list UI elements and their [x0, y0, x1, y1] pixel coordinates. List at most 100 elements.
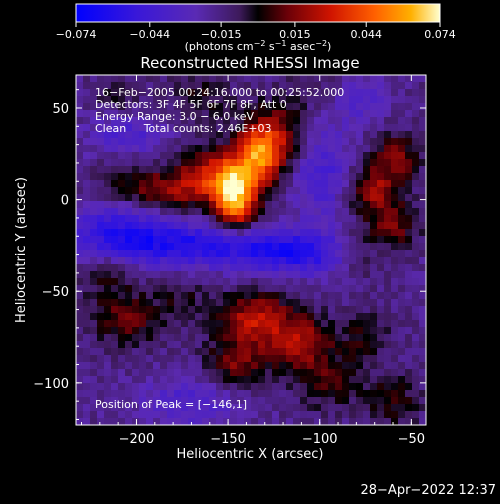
heatmap-cell — [398, 173, 406, 181]
heatmap-cell — [307, 369, 315, 377]
heatmap-cell — [104, 215, 112, 223]
heatmap-cell — [363, 369, 371, 377]
heatmap-cell — [132, 278, 140, 286]
heatmap-cell — [167, 166, 175, 174]
heatmap-cell — [258, 152, 266, 160]
heatmap-cell — [76, 264, 84, 272]
heatmap-cell — [258, 243, 266, 251]
heatmap-cell — [307, 152, 315, 160]
heatmap-cell — [146, 124, 154, 132]
heatmap-cell — [167, 173, 175, 181]
heatmap-cell — [139, 418, 147, 426]
heatmap-cell — [118, 201, 126, 209]
heatmap-cell — [174, 173, 182, 181]
heatmap-cell — [300, 299, 308, 307]
heatmap-cell — [160, 404, 168, 412]
heatmap-cell — [195, 89, 203, 97]
heatmap-cell — [167, 376, 175, 384]
heatmap-cell — [195, 236, 203, 244]
heatmap-cell — [125, 327, 133, 335]
heatmap-cell — [265, 257, 273, 265]
heatmap-cell — [258, 383, 266, 391]
heatmap-cell — [97, 180, 105, 188]
heatmap-cell — [118, 138, 126, 146]
heatmap-cell — [125, 89, 133, 97]
heatmap-cell — [335, 285, 343, 293]
heatmap-cell — [160, 376, 168, 384]
heatmap-cell — [244, 89, 252, 97]
heatmap-cell — [363, 236, 371, 244]
heatmap-cell — [139, 96, 147, 104]
heatmap-cell — [153, 306, 161, 314]
heatmap-cell — [195, 187, 203, 195]
y-tick-label: −100 — [33, 377, 69, 392]
heatmap-cell — [279, 362, 287, 370]
heatmap-cell — [342, 187, 350, 195]
heatmap-cell — [167, 236, 175, 244]
heatmap-cell — [188, 292, 196, 300]
heatmap-cell — [307, 194, 315, 202]
heatmap-cell — [139, 285, 147, 293]
heatmap-cell — [160, 418, 168, 426]
heatmap-cell — [153, 348, 161, 356]
heatmap-cell — [104, 208, 112, 216]
heatmap-cell — [342, 306, 350, 314]
heatmap-cell — [370, 341, 378, 349]
heatmap-cell — [391, 299, 399, 307]
heatmap-cell — [202, 306, 210, 314]
heatmap-cell — [412, 229, 420, 237]
heatmap-cell — [384, 376, 392, 384]
heatmap-cell — [132, 334, 140, 342]
heatmap-cell — [118, 117, 126, 125]
annotation-energy-range: Energy Range: 3.0 − 6.0 keV — [95, 110, 255, 123]
heatmap-cell — [125, 257, 133, 265]
heatmap-cell — [181, 383, 189, 391]
heatmap-cell — [244, 96, 252, 104]
heatmap-cell — [356, 404, 364, 412]
heatmap-cell — [202, 236, 210, 244]
heatmap-cell — [216, 103, 224, 111]
heatmap-cell — [104, 103, 112, 111]
heatmap-cell — [153, 418, 161, 426]
plot-frame — [75, 74, 427, 426]
heatmap-cell — [363, 348, 371, 356]
heatmap-cell — [146, 138, 154, 146]
heatmap-cell — [181, 82, 189, 90]
heatmap-cell — [321, 376, 329, 384]
heatmap-cell — [209, 313, 217, 321]
heatmap-cell — [139, 187, 147, 195]
heatmap-cell — [412, 299, 420, 307]
heatmap-cell — [146, 236, 154, 244]
heatmap-cell — [160, 96, 168, 104]
heatmap-cell — [244, 159, 252, 167]
heatmap-cell — [279, 341, 287, 349]
heatmap-cell — [132, 194, 140, 202]
heatmap-cell — [111, 110, 119, 118]
heatmap-cell — [328, 131, 336, 139]
heatmap-cell — [167, 369, 175, 377]
heatmap-cell — [97, 187, 105, 195]
heatmap-cell — [391, 152, 399, 160]
heatmap-cell — [83, 208, 91, 216]
heatmap-cell — [153, 173, 161, 181]
heatmap-cell — [279, 124, 287, 132]
heatmap-cell — [335, 299, 343, 307]
heatmap-cell — [349, 334, 357, 342]
heatmap-cell — [76, 131, 84, 139]
heatmap-cell — [321, 299, 329, 307]
heatmap-cell — [335, 257, 343, 265]
heatmap-cell — [419, 75, 427, 83]
heatmap-cell — [230, 243, 238, 251]
heatmap-cell — [370, 229, 378, 237]
heatmap-cell — [286, 117, 294, 125]
heatmap-cell — [76, 320, 84, 328]
heatmap-cell — [412, 201, 420, 209]
heatmap-cell — [174, 229, 182, 237]
heatmap-cell — [209, 75, 217, 83]
heatmap-cell — [314, 166, 322, 174]
heatmap-cell — [398, 320, 406, 328]
heatmap-cell — [363, 75, 371, 83]
heatmap-cell — [258, 411, 266, 419]
heatmap-cell — [230, 110, 238, 118]
